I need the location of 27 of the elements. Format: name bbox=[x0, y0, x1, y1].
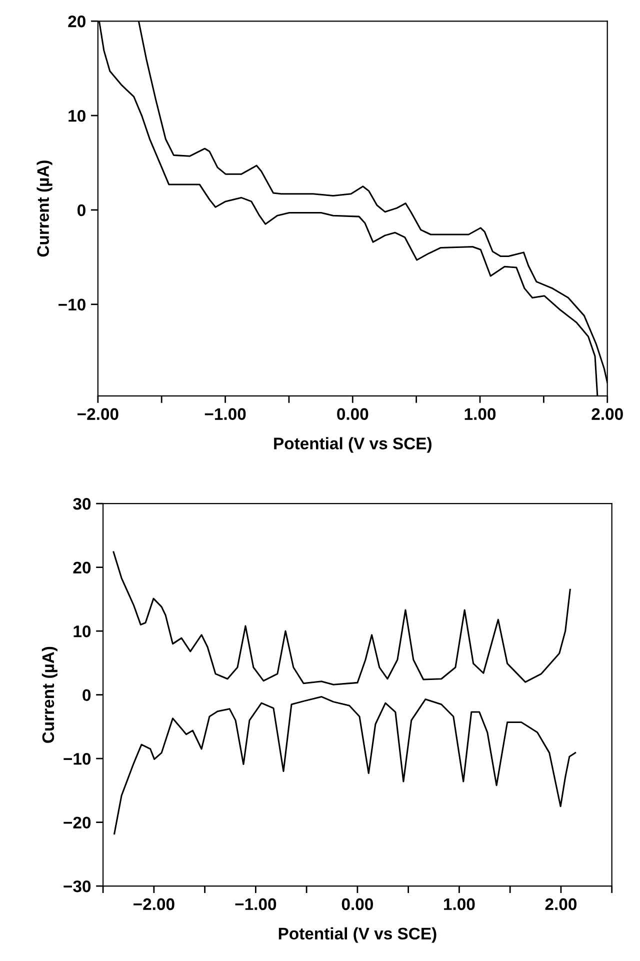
y-tick-label: −20 bbox=[64, 816, 91, 828]
x-tick-label: 0.00 bbox=[342, 898, 373, 910]
x-tick-label: −1.00 bbox=[204, 408, 246, 420]
y-tick-label: −30 bbox=[64, 880, 91, 892]
y-tick-label: 10 bbox=[74, 625, 91, 638]
x-tick-label: 1.00 bbox=[464, 408, 496, 420]
y-tick-label: 20 bbox=[73, 562, 91, 574]
x-tick-label: 0.00 bbox=[337, 408, 368, 420]
x-tick-label: 1.00 bbox=[444, 898, 475, 910]
x-axis-title: Potential (V vs SCE) bbox=[274, 437, 432, 453]
y-tick-label: 0 bbox=[78, 204, 86, 216]
x-tick-label: −1.00 bbox=[235, 898, 276, 910]
y-axis-title: Current (µA) bbox=[42, 646, 58, 743]
x-tick-label: 2.00 bbox=[592, 408, 623, 420]
x-tick-label: 2.00 bbox=[545, 898, 576, 910]
x-tick-label: −2.00 bbox=[78, 408, 118, 420]
x-axis-title: Potential (V vs SCE) bbox=[278, 927, 436, 943]
line-series bbox=[114, 696, 576, 835]
y-tick-label: 0 bbox=[82, 689, 91, 702]
y-tick-label: 10 bbox=[68, 110, 86, 122]
y-tick-label: −10 bbox=[58, 298, 86, 311]
y-tick-label: 30 bbox=[73, 498, 91, 510]
y-axis-title: Current (µA) bbox=[36, 160, 52, 257]
line-series bbox=[112, 551, 571, 686]
y-tick-label: −10 bbox=[64, 752, 91, 765]
y-tick-label: 20 bbox=[68, 16, 86, 28]
x-tick-label: −2.00 bbox=[134, 898, 174, 910]
